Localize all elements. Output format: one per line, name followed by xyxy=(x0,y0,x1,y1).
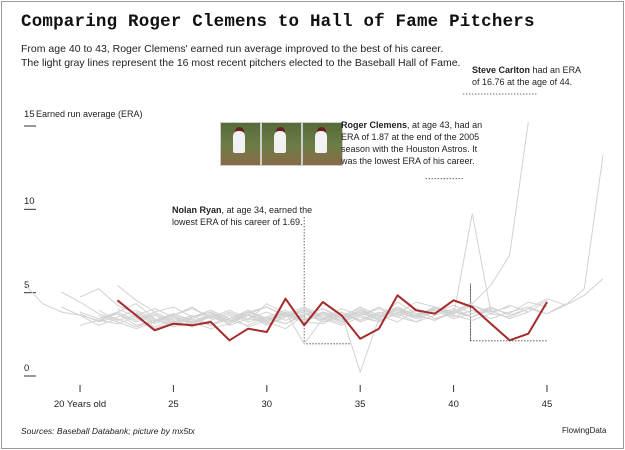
y-tick-label: 10 xyxy=(24,196,35,208)
ryan-annotation: Nolan Ryan, at age 34, earned the lowest… xyxy=(172,204,322,228)
carlton-annotation: Steve Carlton had an ERA of 16.76 at the… xyxy=(472,64,587,88)
ryan-guide-line xyxy=(303,217,351,345)
chart-title: Comparing Roger Clemens to Hall of Fame … xyxy=(21,12,535,32)
clemens-annotation-name: Roger Clemens xyxy=(341,120,408,130)
carlton-annotation-text: had an ERA of 16.76 at the age of 44. xyxy=(472,65,581,87)
hof-pitcher-line-16 xyxy=(135,155,604,323)
hof-pitcher-line-13 xyxy=(79,278,604,326)
x-tick-label: 35 xyxy=(354,399,366,410)
x-tick-label: 25 xyxy=(168,399,179,410)
hof-pitcher-line-14 xyxy=(117,304,529,325)
x-tick-label: 40 xyxy=(448,399,459,410)
hof-pitcher-line-2 xyxy=(61,121,529,330)
x-tick-label: 30 xyxy=(261,399,273,410)
x-tick-label: 20 Years old xyxy=(53,399,107,410)
clemens-annotation-text: , at age 43, had an ERA of 1.87 at the e… xyxy=(341,120,483,166)
x-tick-label: 45 xyxy=(541,399,553,410)
pitcher-windup-photo xyxy=(220,122,261,166)
pitcher-release-photo xyxy=(302,122,343,166)
ryan-annotation-name: Nolan Ryan xyxy=(172,205,222,215)
y-axis-label: Earned run average (ERA) xyxy=(36,109,143,119)
chart-subtitle: From age 40 to 43, Roger Clemens' earned… xyxy=(21,43,461,69)
carlton-annotation-name: Steve Carlton xyxy=(472,65,531,75)
y-tick-label: 15 xyxy=(24,109,35,120)
hof-pitcher-line-15 xyxy=(98,306,436,326)
source-note: Sources: Baseball Databank; picture by m… xyxy=(21,426,195,436)
ryan-annotation-text: , at age 34, earned the lowest ERA of hi… xyxy=(172,205,313,227)
y-tick-label: 0 xyxy=(24,363,30,374)
y-tick-label: 5 xyxy=(24,279,30,291)
hof-pitcher-line-9 xyxy=(117,284,492,323)
clemens-annotation: Roger Clemens, at age 43, had an ERA of … xyxy=(341,119,491,167)
pitcher-stride-photo xyxy=(261,122,302,166)
clemens-era-line xyxy=(116,294,548,342)
hof-pitcher-line-3 xyxy=(61,291,566,345)
credit-note: FlowingData xyxy=(562,426,607,435)
